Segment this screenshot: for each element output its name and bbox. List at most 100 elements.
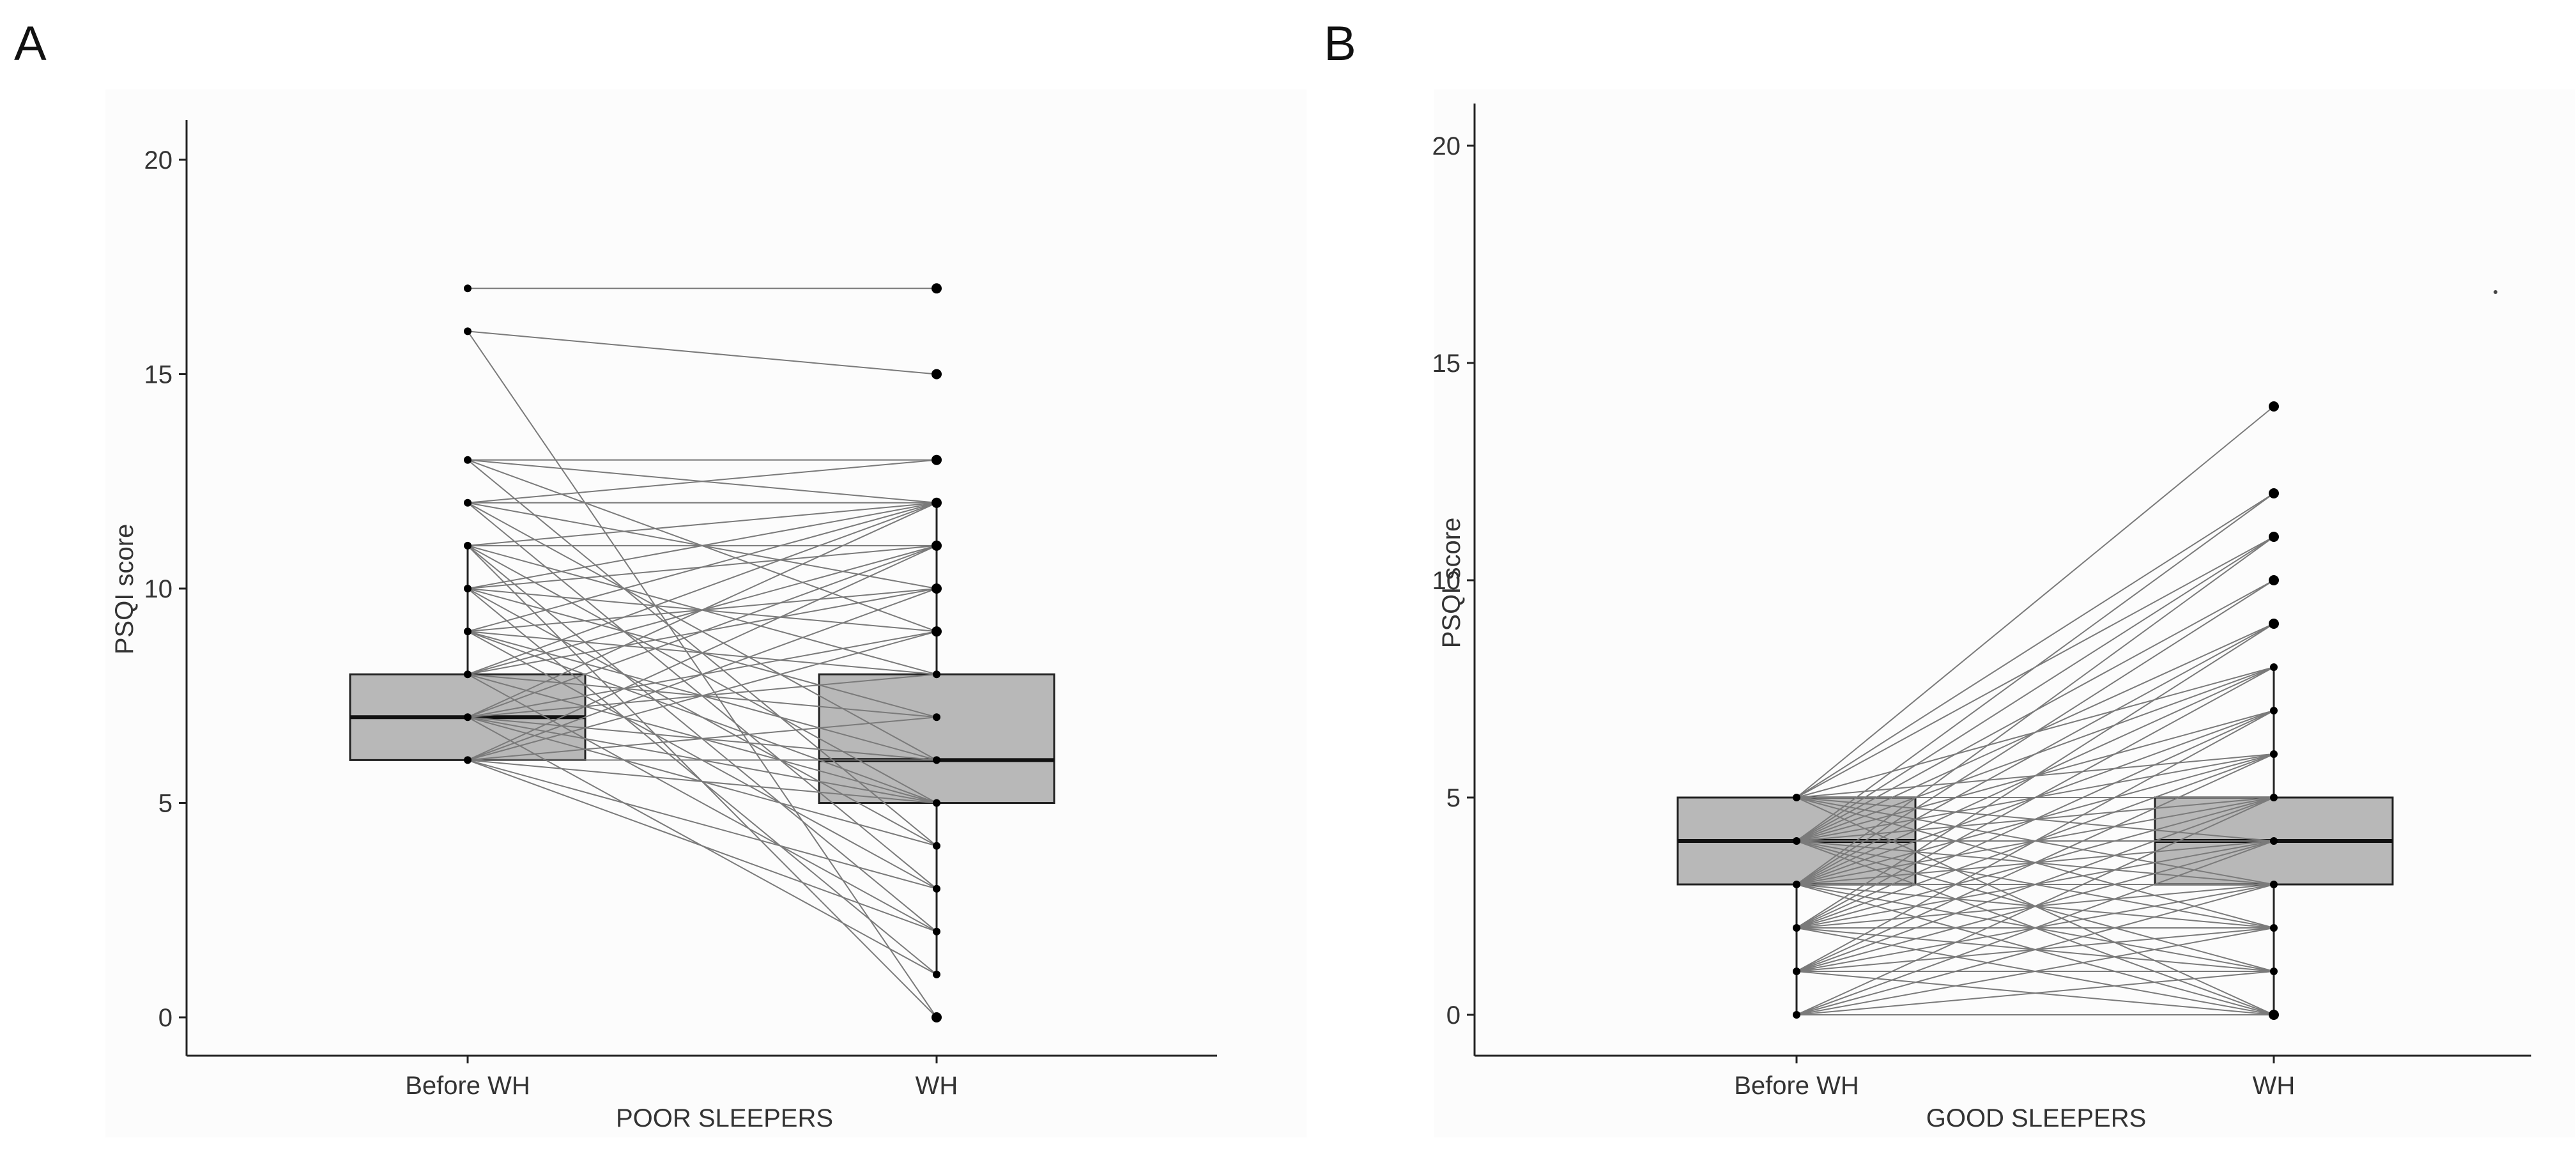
panel-a-x-tick-wh: WH [916, 1072, 958, 1100]
panel-a-pair-line-50 [467, 759, 937, 890]
panel-b-pair-line-1 [1796, 493, 2274, 798]
panel-b-letter: B [1324, 17, 1356, 71]
panel-a-pair-lines [467, 288, 937, 1018]
panel-a-point-after-7 [933, 713, 940, 721]
panel-a-pair-line-44 [467, 544, 937, 761]
panel-a-point-after-11 [931, 540, 942, 551]
panel-b-plot-area [1434, 89, 2575, 1137]
panel-a-point-before-2 [464, 670, 471, 679]
panel-b-point-after-8 [2270, 663, 2278, 671]
panel-b-point-before-1 [1793, 968, 1800, 975]
panel-b-pair-line-11 [1796, 536, 2274, 842]
panel-a-y-tick-label-3: 15 [144, 361, 173, 389]
panel-b-point-before-4 [1793, 837, 1800, 845]
panel-b-y-axis-title: PSQI score [1438, 518, 1466, 649]
panel-b-point-after-9 [2269, 619, 2279, 629]
panel-b-pair-lines [1796, 406, 2274, 1015]
panel-b-point-before-5 [1793, 794, 1800, 801]
panel-b-pair-line-55 [1796, 884, 2274, 1015]
panel-b-pair-line-23 [1796, 536, 2274, 885]
panel-b: B PSQI score GOOD SLEEPERS Before WH WH … [1324, 17, 2575, 1137]
panel-b-x-tick-before: Before WH [1734, 1072, 1859, 1100]
panel-a-point-after-2 [933, 927, 940, 936]
panel-a-point-after-3 [933, 884, 940, 893]
panel-a-point-after-6 [933, 756, 940, 764]
panel-a-point-before-1 [464, 713, 471, 721]
panel-b-point-after-0 [2269, 1010, 2279, 1020]
panel-a-points [464, 283, 942, 1022]
panel-b-pair-line-45 [1796, 710, 2274, 972]
panel-b-point-after-6 [2270, 750, 2278, 758]
panel-b-pair-line-53 [1796, 797, 2274, 1015]
panel-b-pair-line-57 [1796, 971, 2274, 1015]
panel-a-pair-line-49 [467, 759, 937, 804]
panel-b-points [1793, 401, 2279, 1020]
panel-b-y-tick-label-2: 10 [1432, 567, 1461, 595]
panel-a-pair-line-47 [467, 716, 937, 761]
panel-a-point-after-5 [933, 799, 940, 807]
stray-dot [2494, 290, 2497, 294]
panel-a-point-after-10 [931, 583, 942, 594]
panel-b-pair-line-56 [1796, 927, 2274, 1015]
panel-b-point-before-0 [1793, 1011, 1800, 1019]
panel-a-pair-line-37 [467, 544, 937, 718]
panel-a-point-before-6 [464, 498, 471, 507]
panel-a: A PSQI score POOR SLEEPERS Before WH WH … [14, 17, 1307, 1137]
panel-b-point-after-3 [2270, 881, 2278, 888]
panel-b-pair-line-24 [1796, 580, 2274, 885]
panel-b-point-after-1 [2270, 968, 2278, 975]
panel-b-point-after-2 [2270, 924, 2278, 932]
panel-b-point-after-5 [2270, 794, 2278, 801]
panel-b-x-axis-title: GOOD SLEEPERS [1926, 1104, 2147, 1132]
panel-a-point-after-15 [931, 283, 942, 294]
panel-a-pair-line-18 [467, 502, 937, 589]
panel-a-plot-area [105, 89, 1307, 1137]
panel-a-point-before-7 [464, 456, 471, 464]
panel-a-point-before-4 [464, 585, 471, 592]
panel-a-point-after-0 [931, 1012, 942, 1022]
panel-a-point-before-5 [464, 541, 471, 550]
panel-a-pair-line-7 [467, 459, 937, 504]
panel-a-axes: 0 5 10 15 20 [144, 120, 1217, 1063]
panel-a-pair-line-24 [467, 502, 937, 633]
panel-b-point-before-2 [1793, 924, 1800, 932]
panel-b-pair-line-36 [1796, 667, 2274, 929]
panel-b-pair-line-37 [1796, 710, 2274, 929]
panel-a-point-before-0 [464, 756, 471, 764]
panel-a-point-before-3 [464, 628, 471, 636]
panel-a-point-after-9 [931, 626, 942, 637]
panel-a-point-before-8 [464, 327, 471, 335]
panel-a-x-axis-title: POOR SLEEPERS [616, 1104, 833, 1132]
panel-a-y-tick-label-4: 20 [144, 146, 173, 174]
panel-a-point-after-13 [931, 454, 942, 465]
panel-a-y-tick-label-0: 0 [158, 1004, 172, 1032]
panel-a-pair-line-46 [467, 631, 937, 761]
panel-b-y-tick-label-4: 20 [1432, 132, 1461, 160]
panel-a-pair-line-35 [467, 674, 937, 932]
panel-b-pair-line-54 [1796, 840, 2274, 1015]
panel-a-point-after-8 [933, 670, 940, 679]
panel-a-pair-line-12 [467, 502, 937, 546]
panel-b-point-before-3 [1793, 881, 1800, 888]
panel-a-point-after-14 [931, 369, 942, 380]
panel-a-pair-line-1 [467, 330, 937, 375]
panel-a-x-tick-before: Before WH [405, 1072, 530, 1100]
panel-b-y-tick-label-0: 0 [1446, 1001, 1460, 1029]
panel-a-pair-line-36 [467, 502, 937, 718]
panel-a-point-before-9 [464, 284, 471, 293]
panel-b-pair-line-0 [1796, 406, 2274, 798]
panel-a-pair-line-30 [467, 502, 937, 675]
panel-b-pair-line-46 [1796, 753, 2274, 972]
panel-b-pair-line-25 [1796, 623, 2274, 885]
panel-a-point-after-4 [933, 842, 940, 850]
panel-b-pair-line-10 [1796, 493, 2274, 842]
panel-b-point-after-4 [2270, 837, 2278, 845]
panel-b-axes: 0 5 10 15 20 [1432, 104, 2531, 1063]
panel-b-point-after-12 [2269, 488, 2279, 498]
panel-a-y-tick-label-1: 5 [158, 790, 172, 818]
panel-b-y-tick-label-3: 15 [1432, 350, 1461, 378]
panel-b-point-after-10 [2269, 575, 2279, 585]
panel-a-pair-line-51 [467, 759, 937, 932]
panel-a-letter: A [14, 17, 47, 71]
